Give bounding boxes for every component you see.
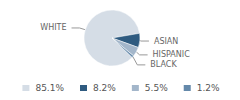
svg-text:HISPANIC: HISPANIC bbox=[153, 50, 191, 59]
svg-text:8.2%: 8.2% bbox=[93, 83, 116, 93]
svg-text:5.5%: 5.5% bbox=[145, 83, 168, 93]
svg-text:85.1%: 85.1% bbox=[35, 83, 64, 93]
svg-text:WHITE: WHITE bbox=[40, 23, 66, 32]
svg-text:BLACK: BLACK bbox=[150, 60, 177, 69]
svg-text:1.2%: 1.2% bbox=[197, 83, 220, 93]
svg-text:ASIAN: ASIAN bbox=[154, 37, 178, 46]
